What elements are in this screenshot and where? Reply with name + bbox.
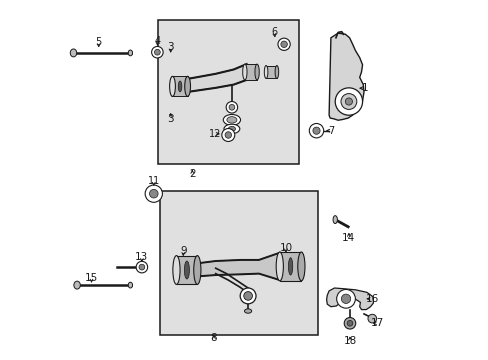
Circle shape [335,88,362,115]
Ellipse shape [275,66,278,78]
Circle shape [154,49,160,55]
Circle shape [344,318,355,329]
Ellipse shape [332,216,337,224]
Text: 14: 14 [342,233,355,243]
Ellipse shape [193,256,201,284]
Text: 18: 18 [343,336,356,346]
Text: 6: 6 [270,27,277,37]
Circle shape [340,94,356,109]
Polygon shape [181,64,246,93]
Circle shape [136,261,147,273]
Text: 1: 1 [361,83,367,93]
Circle shape [336,289,355,308]
Text: 8: 8 [210,333,217,343]
Bar [160,191,318,335]
Circle shape [345,98,352,105]
Ellipse shape [184,76,190,96]
Circle shape [151,46,163,58]
Text: 9: 9 [180,246,186,256]
Bar [172,76,187,96]
Bar [176,256,197,284]
Circle shape [309,123,323,138]
Ellipse shape [264,66,267,78]
Circle shape [280,41,287,48]
Circle shape [228,104,234,110]
Text: 16: 16 [365,294,378,304]
Circle shape [145,185,162,202]
Ellipse shape [128,282,132,288]
Circle shape [277,38,289,50]
Ellipse shape [70,49,77,57]
Circle shape [367,314,376,323]
Ellipse shape [178,81,182,92]
Circle shape [244,292,252,300]
Circle shape [225,102,237,113]
Ellipse shape [184,261,189,279]
Ellipse shape [172,256,180,284]
Ellipse shape [297,252,305,281]
Polygon shape [196,253,279,280]
Text: 3: 3 [167,114,174,124]
Bar [244,64,257,80]
Circle shape [341,294,350,303]
Polygon shape [328,33,363,120]
Ellipse shape [224,124,239,134]
Text: 10: 10 [279,243,292,253]
Ellipse shape [228,126,235,131]
Ellipse shape [254,64,259,80]
Circle shape [240,288,256,304]
Circle shape [312,127,320,134]
Text: 13: 13 [135,252,148,262]
Bar [265,66,276,78]
Text: 15: 15 [85,273,98,283]
Ellipse shape [244,309,251,313]
Ellipse shape [276,252,283,281]
Ellipse shape [223,114,240,125]
Circle shape [346,320,352,326]
Text: 12: 12 [208,129,221,139]
Circle shape [149,189,158,198]
Ellipse shape [242,64,246,80]
Bar [279,252,301,281]
Text: 4: 4 [154,36,160,46]
Text: 7: 7 [327,126,333,136]
Ellipse shape [128,50,132,56]
Polygon shape [326,288,373,310]
Text: 2: 2 [188,169,195,179]
Text: 11: 11 [147,176,160,186]
Ellipse shape [226,117,237,123]
Circle shape [224,132,231,138]
Ellipse shape [169,76,175,96]
Text: 5: 5 [95,37,102,48]
Circle shape [139,264,144,270]
Circle shape [222,129,234,141]
Ellipse shape [74,281,80,289]
Ellipse shape [288,258,292,275]
Text: 3: 3 [167,42,174,52]
Bar [158,20,298,164]
Text: 17: 17 [370,318,384,328]
